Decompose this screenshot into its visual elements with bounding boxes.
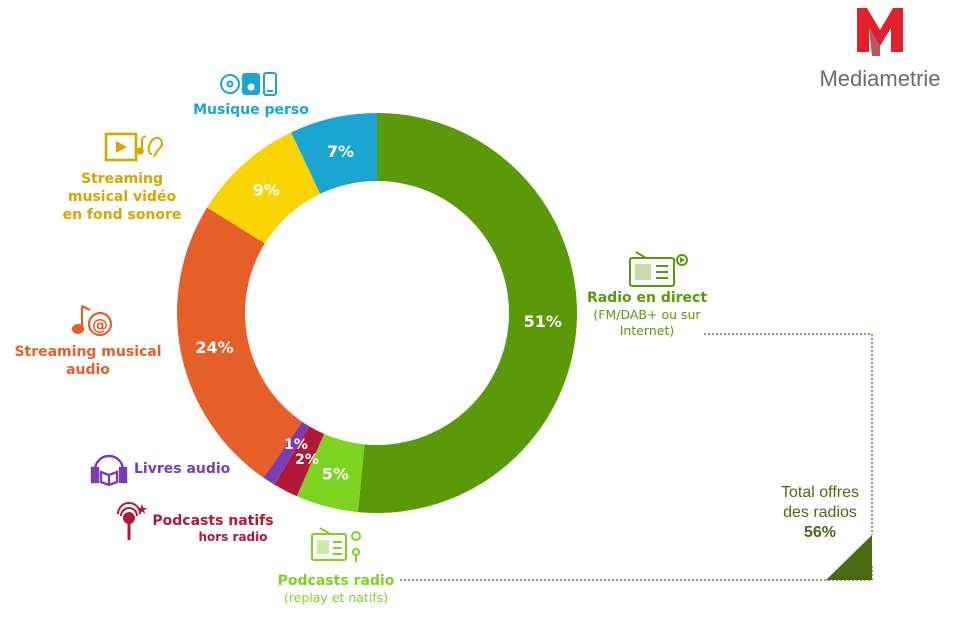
percent-label-radio-en-direct: 51% xyxy=(524,312,562,331)
label-livres-audio: Livres audio xyxy=(134,460,254,478)
total-value: 56% xyxy=(803,524,837,541)
label-radio-direct-title: Radio en direct xyxy=(586,290,708,306)
slice-musique-perso xyxy=(291,113,377,194)
brand-name: Mediametrie xyxy=(819,66,941,91)
label-streaming-audio: Streaming musical audio xyxy=(12,343,164,379)
percent-labels: 51% 5%2%1% 24% 9% 7% xyxy=(195,142,562,484)
slice-streaming-musical-video-en-fond-sonore xyxy=(207,132,321,244)
label-radio-direct-sub2: Internet) xyxy=(619,323,675,338)
music-note-at-icon: @ xyxy=(71,305,113,337)
slice-podcasts-radio xyxy=(296,433,365,513)
label-streaming-audio-line1: Streaming musical xyxy=(14,344,162,360)
percent-label-podcasts-natifs: 2% xyxy=(295,452,319,468)
label-musique-perso-title: Musique perso xyxy=(193,102,309,118)
headphones-book-icon xyxy=(90,454,128,487)
label-streaming-video-line3: en fond sonore xyxy=(62,207,182,223)
label-podcasts-natifs-sub: hors radio xyxy=(198,530,268,544)
label-radio-direct: Radio en direct (FM/DAB+ ou sur Internet… xyxy=(586,289,708,339)
donut-chart xyxy=(176,112,578,513)
label-podcasts-radio: Podcasts radio (replay et natifs) xyxy=(270,572,402,606)
percent-label-podcasts-radio: 5% xyxy=(322,465,349,484)
total-radio-offers: Total offres des radios 56% xyxy=(740,483,900,543)
percent-label-streaming-musical-video-en-fond-sonore: 9% xyxy=(253,180,280,199)
cd-player-phone-icon xyxy=(220,72,277,96)
percent-label-streaming-musical-audio: 24% xyxy=(195,338,233,357)
percent-label-musique-perso: 7% xyxy=(327,142,354,161)
percent-label-livres-audio: 1% xyxy=(284,437,308,453)
label-livres-audio-title: Livres audio xyxy=(134,461,231,477)
label-podcasts-natifs-title: Podcasts natifs xyxy=(152,513,274,529)
label-musique-perso: Musique perso xyxy=(186,101,316,119)
label-podcasts-radio-title: Podcasts radio xyxy=(277,573,395,589)
mediametrie-logo: Mediametrie xyxy=(800,4,960,94)
label-streaming-audio-line2: audio xyxy=(66,362,110,378)
label-podcasts-radio-sub: (replay et natifs) xyxy=(283,590,389,605)
slice-streaming-musical-audio xyxy=(176,207,303,478)
podcast-radio-icon xyxy=(311,527,361,562)
label-streaming-video-line1: Streaming xyxy=(81,171,163,187)
total-bracket-corner xyxy=(826,535,872,580)
label-podcasts-natifs: Podcasts natifs hors radio xyxy=(140,512,286,545)
microphone-icon xyxy=(117,502,147,540)
slice-radio-en-direct xyxy=(357,112,578,513)
slice-livres-audio xyxy=(263,421,310,485)
radio-icon xyxy=(629,251,688,287)
total-line1: Total offres xyxy=(781,484,859,501)
total-line2: des radios xyxy=(783,504,857,521)
label-streaming-video-line2: musical vidéo xyxy=(67,189,177,205)
video-play-ear-icon xyxy=(104,132,164,162)
logo-mark xyxy=(857,8,903,56)
slice-podcasts-natifs xyxy=(274,426,325,497)
svg-text:@: @ xyxy=(92,315,108,334)
label-radio-direct-sub1: (FM/DAB+ ou sur xyxy=(593,307,701,322)
label-streaming-video: Streaming musical vidéo en fond sonore xyxy=(56,170,188,224)
